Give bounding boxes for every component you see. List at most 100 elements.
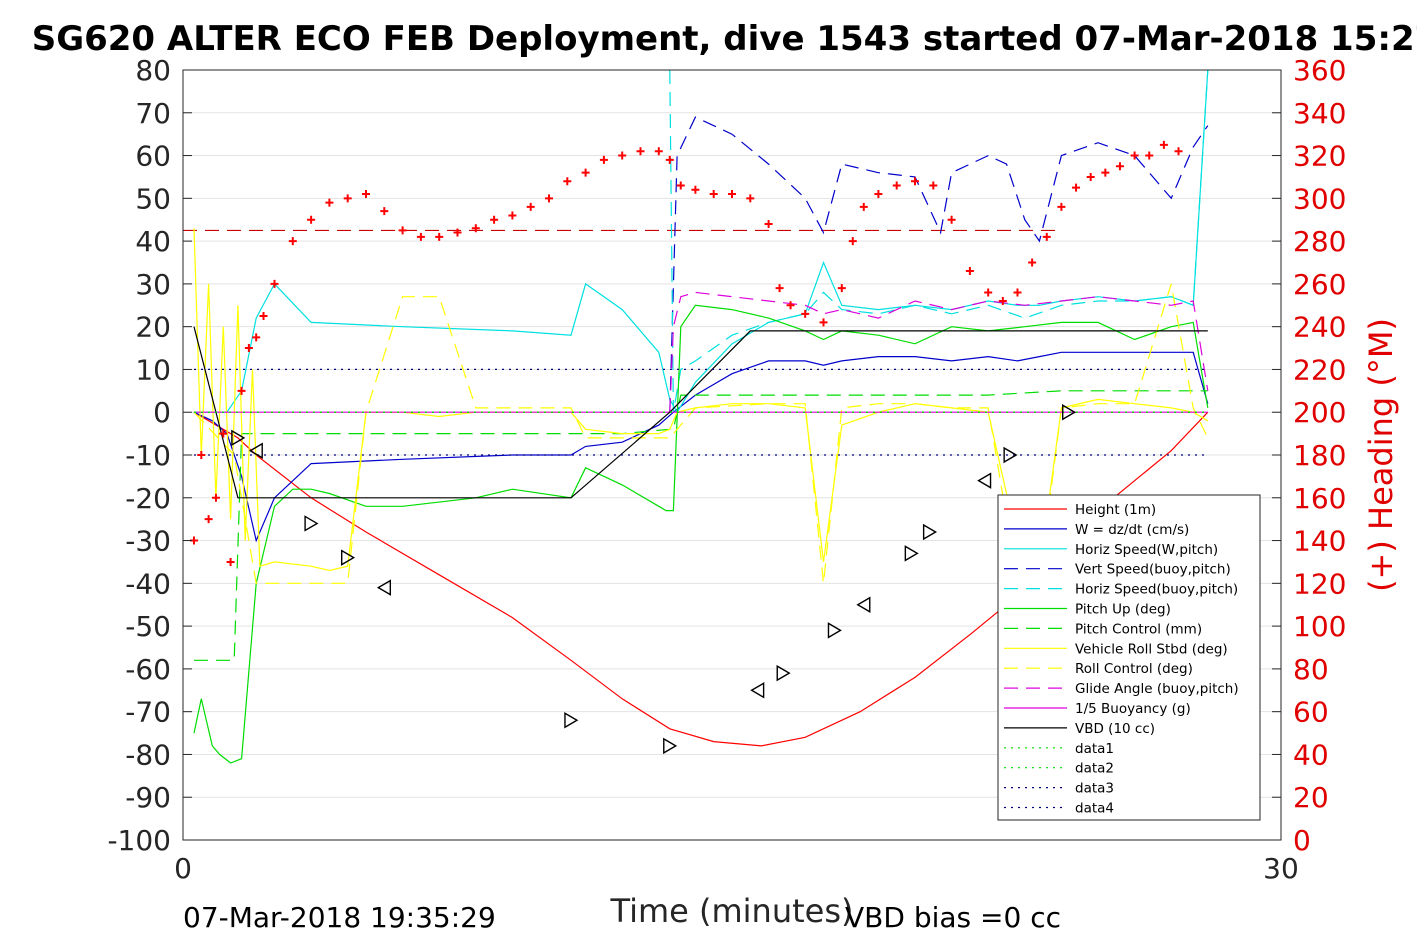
heading-point [1130, 151, 1139, 160]
height-marker [977, 472, 992, 489]
heading-point [237, 386, 246, 395]
heading-point [599, 155, 608, 164]
series-line-2 [194, 69, 1209, 414]
legend-entry: Horiz Speed(buoy,pitch) [1075, 582, 1238, 598]
height-marker [776, 664, 791, 682]
heading-point [691, 185, 700, 194]
height-marker [856, 596, 871, 613]
y-right-tick-label: 220 [1293, 353, 1346, 386]
series-line-6 [194, 390, 1208, 661]
series-line-11 [193, 326, 1208, 499]
y-right-tick-label: 100 [1293, 610, 1346, 643]
heading-point [490, 215, 499, 224]
heading-point [288, 237, 297, 246]
y-right-tick-label: 160 [1293, 482, 1346, 515]
heading-point [508, 211, 517, 220]
heading-point [581, 168, 590, 177]
heading-point [801, 309, 810, 318]
heading-point [204, 515, 213, 524]
y-tick-label: 70 [135, 97, 171, 130]
height-marker [341, 549, 356, 566]
y-right-tick-label: 40 [1293, 738, 1329, 771]
y-right-tick-label: 240 [1293, 311, 1346, 344]
heading-point [775, 284, 784, 293]
heading-point [398, 226, 407, 235]
heading-point [786, 301, 795, 310]
heading-point [362, 190, 370, 199]
heading-point [665, 155, 674, 164]
heading-point [252, 333, 261, 342]
heading-point [270, 279, 279, 288]
y-tick-label: -100 [107, 824, 171, 857]
heading-point [947, 215, 956, 224]
y-tick-label: 40 [135, 225, 171, 258]
height-marker [1062, 404, 1077, 421]
heading-point [874, 190, 883, 199]
heading-point [343, 194, 352, 203]
heading-point [728, 190, 736, 199]
legend-entry: Pitch Up (deg) [1075, 602, 1171, 618]
y-right-tick-label: 20 [1293, 781, 1329, 814]
y-tick-label: -70 [125, 696, 171, 729]
y-tick-label: 80 [135, 54, 171, 87]
heading-point [819, 318, 828, 327]
heading-point [746, 194, 755, 203]
y-axis-right-ticks: 3603403203002802602402202001801601401201… [1272, 54, 1346, 857]
heading-point [837, 284, 846, 293]
heading-point [911, 177, 919, 186]
height-marker [304, 515, 319, 532]
y-right-tick-label: 120 [1293, 567, 1346, 600]
legend-entry: Vert Speed(buoy,pitch) [1075, 562, 1231, 578]
y-tick-label: 20 [135, 311, 171, 344]
legend-entry: data3 [1075, 781, 1114, 797]
y-tick-label: 0 [153, 396, 171, 429]
y-tick-label: -90 [125, 781, 171, 814]
heading-point [929, 181, 938, 190]
heading-layer [190, 141, 1183, 566]
x-axis-label: Time (minutes) [610, 892, 854, 930]
chart-title: SG620 ALTER ECO FEB Deployment, dive 154… [32, 19, 1417, 59]
heading-point [709, 190, 718, 199]
y-tick-label: 30 [135, 268, 171, 301]
heading-point [307, 215, 316, 224]
heading-point [965, 267, 974, 276]
heading-point [1072, 183, 1081, 192]
heading-point [892, 181, 901, 190]
heading-point [197, 451, 206, 459]
height-marker [904, 545, 919, 562]
heading-point [1057, 202, 1066, 211]
heading-point [998, 297, 1007, 305]
y-axis-right-label: (+) Heading (°M) [1362, 318, 1400, 592]
series-line-1 [193, 351, 1209, 543]
heading-point [618, 151, 627, 160]
heading-point [1115, 162, 1124, 171]
heading-point [259, 311, 268, 320]
heading-point [1042, 232, 1051, 241]
x-tick-label: 30 [1263, 852, 1299, 885]
legend-entry: Glide Angle (buoy,pitch) [1075, 681, 1239, 697]
legend-entry: VBD (10 cc) [1075, 721, 1155, 737]
heading-point [1013, 288, 1022, 297]
x-tick-label: 0 [174, 852, 192, 885]
legend-entry: Pitch Control (mm) [1075, 621, 1202, 637]
y-tick-label: -10 [125, 439, 171, 472]
height-marker [564, 712, 579, 729]
heading-point [676, 181, 685, 190]
y-tick-label: -80 [125, 738, 171, 771]
legend: Height (1m) W = dz/dt (cm/s) Horiz Speed(W… [997, 494, 1261, 821]
y-right-tick-label: 60 [1293, 696, 1329, 729]
heading-point [380, 207, 389, 216]
heading-point [471, 224, 480, 233]
footer-vbd-bias: VBD bias =0 cc [845, 901, 1061, 934]
heading-point [1028, 258, 1037, 267]
height-marker [376, 579, 391, 596]
marker-layer [231, 404, 1077, 755]
y-right-tick-label: 180 [1293, 439, 1346, 472]
y-right-tick-label: 300 [1293, 182, 1346, 215]
legend-entry: Vehicle Roll Stbd (deg) [1075, 641, 1228, 657]
y-right-tick-label: 280 [1293, 225, 1346, 258]
y-tick-label: -30 [125, 525, 171, 558]
heading-point [1174, 147, 1183, 156]
series-line-4 [669, 69, 1209, 413]
